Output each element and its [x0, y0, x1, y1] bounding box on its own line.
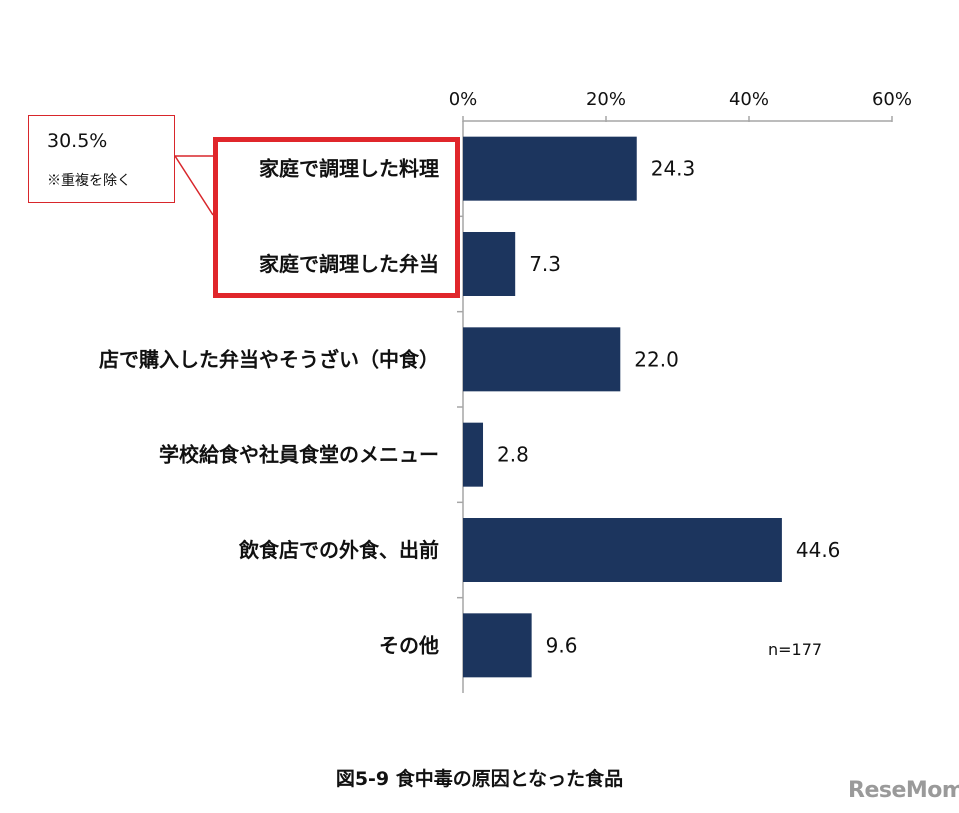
category-label-4: 飲食店での外食、出前 — [238, 538, 439, 562]
axis-group: 0% 20% 40% 60% — [449, 89, 912, 693]
watermark-logo: ReseMom — [848, 778, 959, 803]
category-label-3: 学校給食や社員食堂のメニュー — [159, 443, 439, 467]
x-tick-label: 20% — [586, 89, 626, 110]
category-label-2: 店で購入した弁当やそうざい（中食） — [99, 347, 439, 371]
data-label-2: 22.0 — [634, 347, 679, 371]
figure-caption: 図5-9 食中毒の原因となった食品 — [335, 768, 624, 790]
bar-5 — [463, 613, 532, 678]
bars-group — [463, 136, 782, 678]
data-label-0: 24.3 — [651, 157, 696, 181]
bar-3 — [463, 422, 484, 487]
x-tick-label: 60% — [872, 89, 912, 110]
labels-group: 24.3 家庭で調理した料理 7.3 家庭で調理した弁当 22.0 店で購入した弁当やそう… — [99, 157, 840, 658]
x-tick-label: 0% — [449, 89, 478, 110]
bar-0 — [463, 136, 637, 201]
callout-note: ※重複を除く — [47, 173, 131, 189]
callout-box: 30.5% ※重複を除く — [28, 115, 175, 203]
bar-2 — [463, 327, 621, 392]
highlight-box — [213, 137, 460, 298]
data-label-4: 44.6 — [796, 538, 841, 562]
category-label-0: 家庭で調理した料理 — [259, 157, 439, 181]
category-label-5: その他 — [379, 633, 439, 657]
sample-size-note: n=177 — [768, 640, 823, 659]
data-label-1: 7.3 — [529, 252, 561, 276]
data-label-5: 9.6 — [546, 633, 578, 657]
x-tick-label: 40% — [729, 89, 769, 110]
data-label-3: 2.8 — [497, 443, 529, 467]
callout-value: 30.5% — [47, 130, 108, 152]
bar-1 — [463, 232, 516, 296]
category-label-1: 家庭で調理した弁当 — [259, 252, 439, 276]
bar-4 — [463, 518, 782, 582]
